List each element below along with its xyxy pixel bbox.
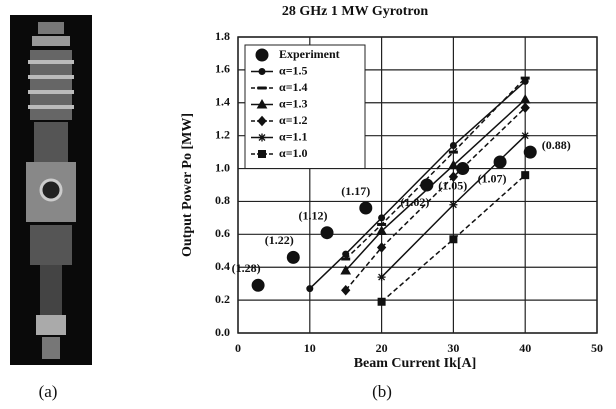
legend-marker bbox=[258, 150, 266, 158]
annotation: (1.05) bbox=[438, 178, 467, 192]
marker bbox=[341, 257, 351, 261]
caption: (b) bbox=[372, 382, 392, 401]
series-line bbox=[345, 77, 526, 260]
gyrotron-photo bbox=[10, 15, 92, 365]
marker bbox=[449, 142, 457, 150]
marker bbox=[493, 155, 507, 169]
marker bbox=[448, 171, 459, 183]
x-tick-label: 50 bbox=[591, 341, 603, 355]
x-tick-label: 0 bbox=[235, 341, 241, 355]
marker bbox=[377, 297, 386, 306]
marker bbox=[448, 150, 458, 154]
legend-marker bbox=[255, 48, 269, 62]
marker bbox=[251, 278, 265, 292]
x-tick-label: 40 bbox=[519, 341, 531, 355]
annotation: (1.17) bbox=[341, 184, 370, 198]
marker bbox=[449, 200, 458, 209]
y-tick-label: 0.4 bbox=[215, 259, 230, 273]
marker bbox=[376, 242, 387, 253]
marker bbox=[377, 222, 387, 226]
marker bbox=[519, 93, 531, 104]
marker bbox=[377, 273, 386, 282]
marker bbox=[523, 145, 537, 159]
annotation: (1.12) bbox=[299, 208, 328, 222]
legend-label: α=1.3 bbox=[279, 96, 308, 110]
y-tick-label: 0.6 bbox=[215, 226, 230, 240]
marker bbox=[520, 102, 530, 113]
marker bbox=[359, 201, 373, 215]
marker bbox=[320, 226, 334, 240]
y-tick-label: 1.4 bbox=[215, 95, 230, 109]
chart-title: 28 GHz 1 MW Gyrotron bbox=[282, 4, 428, 19]
marker bbox=[448, 159, 459, 170]
annotation: (1.22) bbox=[265, 233, 294, 247]
annotation: (1.07) bbox=[478, 172, 507, 186]
y-tick-label: 1.6 bbox=[215, 62, 230, 76]
marker bbox=[449, 235, 458, 244]
marker bbox=[341, 284, 351, 296]
legend-marker bbox=[258, 68, 266, 75]
annotation: (1.02) bbox=[400, 195, 429, 209]
x-tick-label: 10 bbox=[304, 341, 316, 355]
plot-frame bbox=[237, 36, 598, 334]
y-tick-label: 0.0 bbox=[215, 325, 230, 339]
marker bbox=[378, 214, 386, 222]
annotation: (1.28) bbox=[232, 261, 261, 275]
legend-marker bbox=[257, 86, 267, 90]
marker bbox=[342, 250, 350, 258]
marker bbox=[521, 171, 530, 180]
legend-label: Experiment bbox=[279, 47, 340, 61]
legend-label: α=1.0 bbox=[279, 146, 308, 160]
legend-label: α=1.4 bbox=[279, 80, 308, 94]
y-axis-label: Output Power Po [MW] bbox=[180, 113, 195, 257]
marker bbox=[521, 131, 530, 140]
series-line bbox=[345, 107, 526, 291]
y-tick-label: 0.8 bbox=[215, 193, 230, 207]
marker bbox=[306, 285, 314, 293]
y-tick-label: 1.8 bbox=[215, 29, 230, 43]
x-tick-label: 20 bbox=[376, 341, 388, 355]
legend-label: α=1.1 bbox=[279, 129, 308, 143]
y-tick-label: 1.0 bbox=[215, 160, 230, 174]
annotation: (0.88) bbox=[542, 138, 571, 152]
marker bbox=[520, 76, 530, 80]
legend-marker bbox=[257, 115, 267, 127]
legend-marker bbox=[256, 98, 268, 109]
legend-marker bbox=[258, 133, 266, 142]
legend-label: α=1.5 bbox=[279, 63, 308, 77]
x-tick-label: 30 bbox=[447, 341, 459, 355]
y-tick-label: 1.2 bbox=[215, 127, 230, 141]
legend-label: α=1.2 bbox=[279, 113, 308, 127]
x-axis-label: Beam Current Ik[A] bbox=[354, 356, 477, 371]
series-line bbox=[345, 98, 526, 272]
marker bbox=[286, 250, 300, 264]
caption: (a) bbox=[39, 382, 58, 401]
marker bbox=[340, 264, 352, 275]
marker bbox=[376, 225, 387, 236]
y-tick-label: 0.2 bbox=[215, 292, 230, 306]
